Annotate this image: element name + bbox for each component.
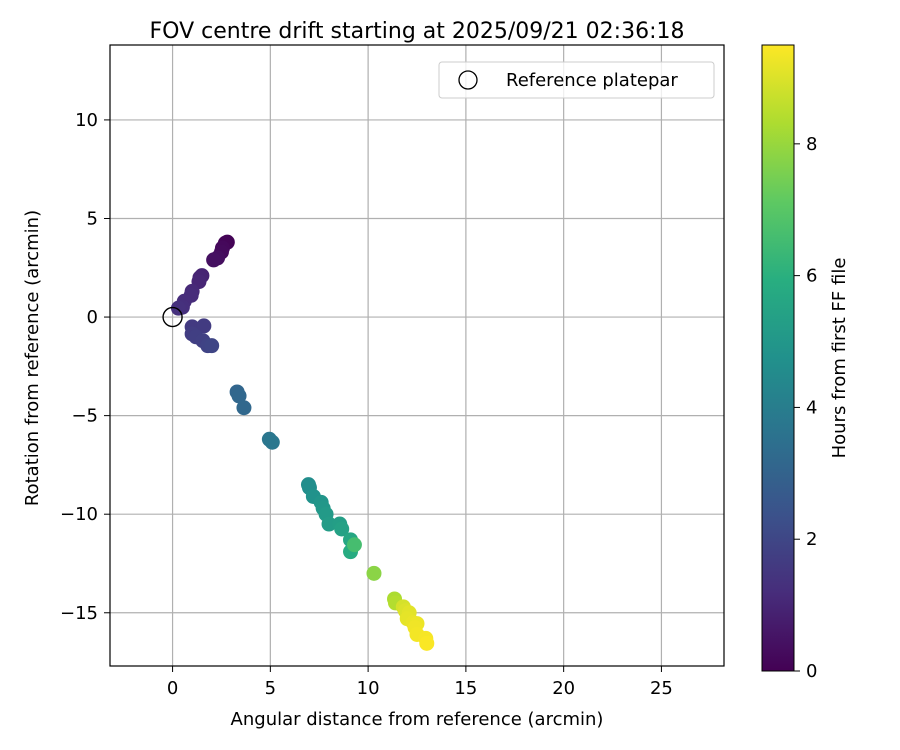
tick-layer: 0 5 10 15 20 25 −15 −10 −5 0 5 10 xyxy=(60,110,673,699)
x-tick-label: 0 xyxy=(167,678,178,699)
colorbar-tick-label: 0 xyxy=(806,661,817,682)
colorbar-gradient xyxy=(761,44,795,672)
data-point xyxy=(204,338,220,354)
data-point xyxy=(236,400,252,416)
x-tick-label: 20 xyxy=(552,678,575,699)
reference-platepar-marker xyxy=(162,306,183,328)
colorbar: 0 2 4 6 8 Hours from first FF file xyxy=(761,44,850,682)
data-point xyxy=(346,537,362,553)
y-tick-label: −10 xyxy=(60,504,98,525)
x-tick-label: 10 xyxy=(357,678,380,699)
legend-marker xyxy=(458,70,478,90)
y-axis-label: Rotation from reference (arcmin) xyxy=(22,210,43,506)
data-point xyxy=(170,300,186,316)
x-axis-label: Angular distance from reference (arcmin) xyxy=(231,709,604,730)
legend-label: Reference platepar xyxy=(506,70,678,91)
data-point xyxy=(321,516,337,532)
data-point xyxy=(419,635,435,651)
data-point xyxy=(231,388,247,404)
colorbar-label: Hours from first FF file xyxy=(829,258,850,459)
y-tick-label: −5 xyxy=(71,406,98,427)
y-tick-label: 0 xyxy=(87,307,98,328)
chart-title: FOV centre drift starting at 2025/09/21 … xyxy=(150,19,685,44)
data-point xyxy=(206,252,222,268)
colorbar-tick-label: 2 xyxy=(806,529,817,550)
data-point xyxy=(366,565,382,581)
colorbar-ticks: 0 2 4 6 8 xyxy=(794,134,817,682)
plot-frame xyxy=(109,44,725,667)
y-tick-label: 5 xyxy=(87,208,98,229)
x-tick-label: 25 xyxy=(650,678,673,699)
data-point xyxy=(264,434,280,450)
legend-box xyxy=(438,61,715,99)
x-tick-label: 15 xyxy=(454,678,477,699)
y-tick-label: −15 xyxy=(60,603,98,624)
colorbar-tick-label: 6 xyxy=(806,266,817,287)
colorbar-tick-label: 4 xyxy=(806,397,817,418)
y-tick-label: 10 xyxy=(75,110,98,131)
legend: Reference platepar xyxy=(438,61,715,99)
colorbar-tick-label: 8 xyxy=(806,134,817,155)
data-point xyxy=(334,521,350,537)
x-tick-label: 5 xyxy=(265,678,276,699)
points-layer xyxy=(162,234,435,651)
data-point xyxy=(196,318,212,334)
grid-layer xyxy=(110,45,724,666)
